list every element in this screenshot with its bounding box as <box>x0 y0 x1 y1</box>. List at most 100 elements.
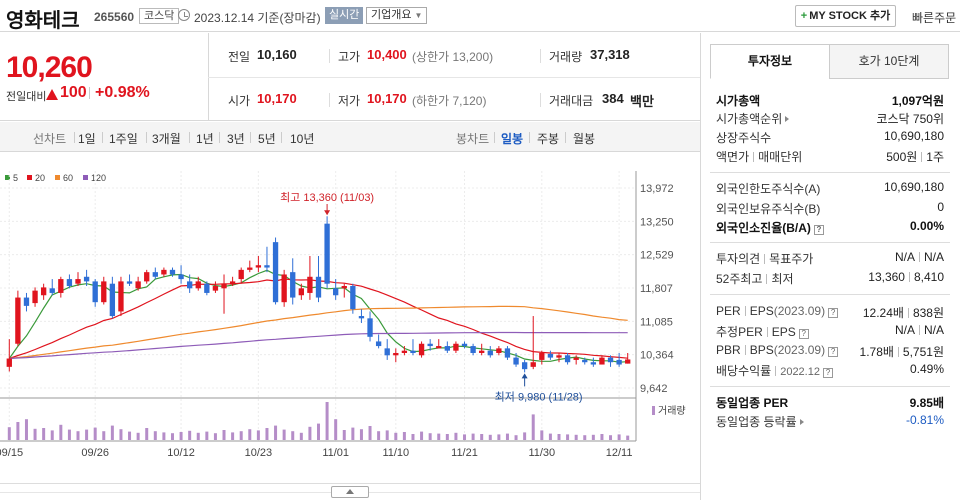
divider <box>710 386 950 387</box>
candle-body <box>358 316 365 319</box>
volume-value: 37,318 <box>590 47 630 62</box>
add-my-stock-label: MY STOCK 추가 <box>809 10 891 22</box>
period-1y[interactable]: 1년 <box>196 132 214 146</box>
candle-body <box>367 318 373 337</box>
y-tick-label: 9,642 <box>640 383 668 395</box>
shares-value: 10,690,180 <box>883 129 944 143</box>
industry-per-label: 동일업종 PER <box>716 396 789 410</box>
period-10y[interactable]: 10년 <box>290 132 315 146</box>
dividend-period: 2022.12 <box>780 366 820 378</box>
volume-bar <box>609 435 613 440</box>
foreign-ratio-label: 외국인소진율(B/A) <box>716 221 811 235</box>
market-cap-label: 시가총액 <box>716 94 761 108</box>
candle-body <box>144 272 150 282</box>
volume-bar <box>76 431 80 440</box>
candlestick-chart-svg[interactable]: 5 20 60 120 거래량 13,972 13,250 12,529 11,807 11,… <box>0 153 700 483</box>
divider <box>219 132 220 143</box>
help-icon[interactable]: ? <box>798 329 809 339</box>
industry-per-value: 9.85배 <box>909 396 944 410</box>
quick-order-link[interactable]: 빠른주문 <box>912 11 957 25</box>
date-text: 2023.12.14 기준(장마감) <box>194 11 321 25</box>
week52-low-label: 최저 <box>771 272 794 286</box>
week52-label-wrap: 52주최고 최저 <box>716 270 794 287</box>
period-daily[interactable]: 일봉 <box>501 132 524 146</box>
volume-bar <box>488 434 492 440</box>
bps-label: BPS <box>749 343 774 357</box>
volume-bar <box>170 433 174 440</box>
per-eps-row: PER EPS(2023.09)? 12.24배 838원 <box>710 302 946 320</box>
realtime-button[interactable]: 실시간 <box>325 7 364 24</box>
add-my-stock-button[interactable]: + MY STOCK 추가 <box>795 5 896 27</box>
candle-body <box>229 281 236 284</box>
triangle-right-icon[interactable] <box>785 116 790 122</box>
high-arrow-head <box>324 210 331 216</box>
help-icon[interactable]: ? <box>828 308 839 318</box>
company-overview-button[interactable]: 기업개요 ▼ <box>366 7 428 24</box>
amount-value: 384 <box>602 91 624 106</box>
stock-name: 영화테크 <box>6 10 80 32</box>
volume-bar <box>626 435 630 440</box>
volume-bar <box>411 434 415 440</box>
volume-bar <box>557 434 561 440</box>
eps-value: 838원 <box>912 306 944 320</box>
volume-bar <box>359 429 363 440</box>
divider <box>529 132 530 143</box>
help-icon[interactable]: ? <box>828 347 839 357</box>
candle-body <box>204 283 210 293</box>
volume-bar <box>93 427 97 440</box>
target-label: 목표주가 <box>769 252 814 266</box>
info-tabs: 투자정보 호가 10단계 <box>710 44 950 79</box>
period-1d[interactable]: 1일 <box>78 132 96 146</box>
volume-label: 거래량 <box>549 50 583 64</box>
candle-body <box>401 350 408 353</box>
period-1w[interactable]: 1주일 <box>109 132 138 146</box>
candle-body <box>6 358 12 367</box>
x-tick-label: 09/15 <box>0 447 23 459</box>
candle-body <box>307 276 313 293</box>
per-eps-label-wrap: PER EPS(2023.09)? <box>716 304 839 318</box>
volume-bar <box>222 430 226 440</box>
help-icon[interactable]: ? <box>813 225 824 235</box>
candle-body <box>92 281 98 303</box>
market-cap-value: 1,097억원 <box>891 94 944 108</box>
volume-legend-swatch <box>652 406 655 415</box>
foreign-limit-label: 외국인한도주식수(A) <box>716 182 821 196</box>
legend-label: 20 <box>35 173 45 183</box>
candle-body <box>599 357 605 365</box>
candle-body <box>384 348 390 356</box>
volume-bar <box>16 422 20 440</box>
prev-close-label: 전일 <box>228 50 251 64</box>
volume-bar <box>299 432 303 440</box>
line-chart-label: 선차트 <box>33 132 67 146</box>
candle-body <box>616 359 622 365</box>
divider <box>753 152 755 162</box>
divider <box>700 33 701 500</box>
period-weekly[interactable]: 주봉 <box>537 132 560 146</box>
opinion-row: 투자의견 목표주가 N/A N/A <box>710 248 946 266</box>
legend-swatch <box>27 175 32 180</box>
stock-chart[interactable]: 5 20 60 120 거래량 13,972 13,250 12,529 11,807 11,… <box>0 153 700 500</box>
tab-order-book[interactable]: 호가 10단계 <box>829 44 949 79</box>
candle-body <box>290 272 296 298</box>
change-label: 전일대비 <box>6 91 47 103</box>
period-3m[interactable]: 3개월 <box>152 132 181 146</box>
candle-body <box>135 281 141 289</box>
foreign-ratio-row: 외국인소진율(B/A)? 0.00% <box>710 217 946 235</box>
divider <box>766 327 768 337</box>
candle-body <box>418 343 425 356</box>
collapse-handle-icon[interactable] <box>331 486 369 498</box>
volume-bar <box>540 430 544 440</box>
period-3y[interactable]: 3년 <box>227 132 245 146</box>
candle-body <box>109 283 116 317</box>
period-monthly[interactable]: 월봉 <box>573 132 596 146</box>
candle-body <box>49 288 55 293</box>
triangle-right-icon[interactable] <box>799 419 804 425</box>
help-icon[interactable]: ? <box>822 368 833 378</box>
candle-body <box>281 274 287 303</box>
low-arrow-head <box>521 373 528 379</box>
tab-invest-info[interactable]: 투자정보 <box>710 44 830 79</box>
dividend-label: 배당수익률 <box>716 364 772 378</box>
candle-body <box>255 265 262 268</box>
volume-bar <box>420 431 424 440</box>
period-5y[interactable]: 5년 <box>258 132 276 146</box>
